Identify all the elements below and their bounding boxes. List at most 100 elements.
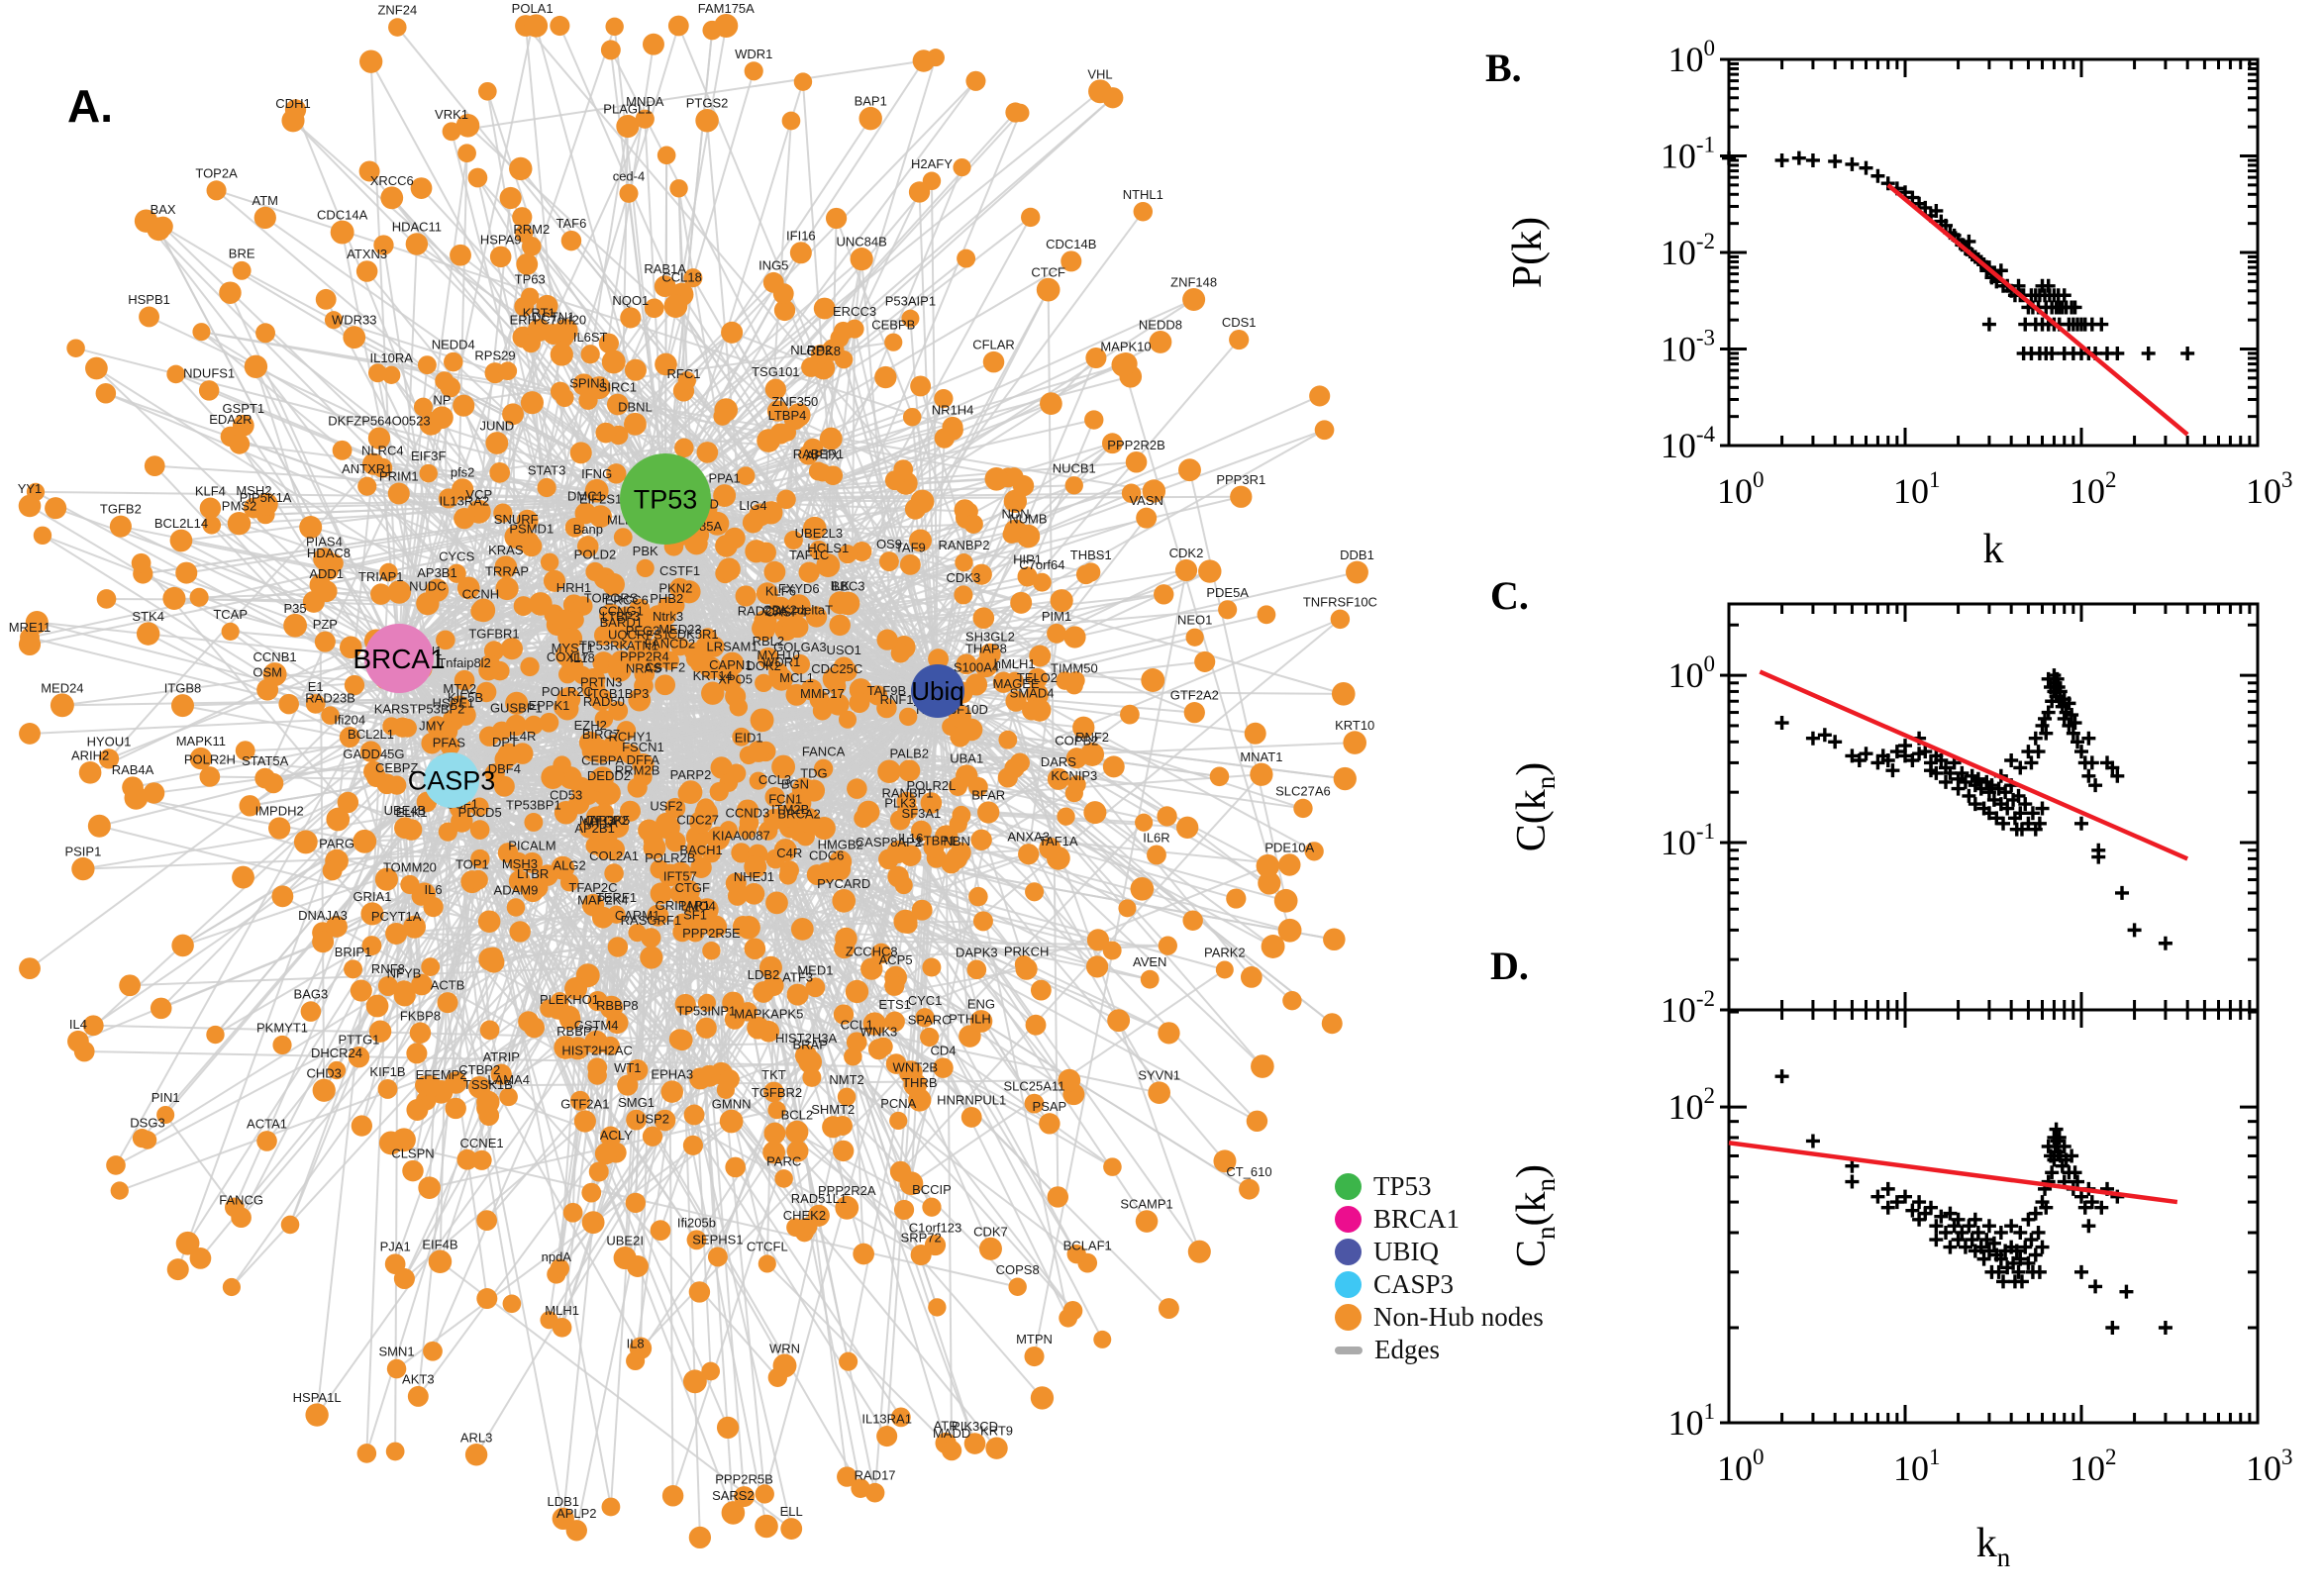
- scatter-point: [2158, 936, 2172, 950]
- gene-label: IL4R: [509, 729, 536, 744]
- gene-label: BRE: [229, 246, 255, 260]
- gene-label: GTF2A2: [1170, 688, 1219, 703]
- edge: [581, 674, 1074, 1312]
- gene-label: MAGEE: [993, 676, 1040, 691]
- gene-node: [901, 309, 920, 328]
- x-tick-label: 102: [2070, 467, 2117, 511]
- y-tick-label: 10-1: [1661, 819, 1715, 862]
- gene-label: PJA1: [380, 1240, 411, 1254]
- gene-node: [1102, 87, 1124, 109]
- edge: [319, 468, 904, 586]
- gene-label: TKT: [761, 1067, 786, 1082]
- gene-node: [1314, 420, 1335, 441]
- axis-ticks-B: [1720, 57, 2260, 448]
- gene-node: [109, 515, 132, 538]
- gene-node: [377, 1078, 398, 1099]
- gene-node: [367, 427, 391, 449]
- gene-node: [454, 669, 475, 691]
- gene-node: [106, 1155, 126, 1175]
- gene-node: [494, 555, 518, 579]
- gene-node: [721, 321, 744, 344]
- scatter-point: [1817, 728, 1832, 743]
- gene-node: [650, 1220, 671, 1242]
- edge: [395, 932, 774, 987]
- gene-label: EIF4B: [422, 1237, 457, 1251]
- gene-label: LTBP4: [768, 408, 807, 423]
- gene-label: JUND: [479, 419, 514, 434]
- gene-label: HRH1: [556, 580, 591, 595]
- gene-node: [619, 183, 639, 203]
- gene-node: [920, 1027, 940, 1047]
- gene-label: NEDD8: [1139, 317, 1182, 332]
- gene-label: KIAA0087: [712, 828, 770, 843]
- gene-node: [1025, 882, 1045, 902]
- plot-panel-C: 100 10-1 10-2 C(kn): [1509, 602, 2260, 1030]
- gene-node: [385, 922, 408, 945]
- gene-node: [601, 1497, 621, 1517]
- edge: [664, 80, 977, 500]
- gene-node: [256, 678, 279, 701]
- scatter-point: [2074, 1264, 2088, 1279]
- gene-label: PPP2R5E: [682, 926, 741, 941]
- gene-label: SLC27A6: [1275, 783, 1331, 798]
- gene-label: CD53: [550, 788, 582, 803]
- gene-node: [305, 1403, 329, 1427]
- gene-node: [884, 1011, 905, 1033]
- gene-node: [464, 1444, 488, 1466]
- edge: [231, 880, 521, 1288]
- edge: [390, 1142, 1018, 1288]
- gene-label: ATM: [252, 193, 278, 208]
- scatter-point: [2081, 1219, 2096, 1234]
- gene-node: [1158, 1298, 1179, 1319]
- gene-label: VRK1: [435, 107, 468, 122]
- scatter-point: [2013, 1225, 2028, 1240]
- gene-label: PPP3R1: [1216, 472, 1265, 487]
- gene-label: S100A4: [954, 659, 999, 674]
- x-tick-label: 103: [2246, 467, 2293, 511]
- gene-label: NP: [433, 393, 451, 408]
- gene-node: [1158, 936, 1177, 955]
- gene-label: NUCB1: [1053, 460, 1096, 475]
- gene-node: [1008, 1277, 1027, 1296]
- gene-node: [1010, 591, 1033, 614]
- gene-label: RNF8: [371, 961, 405, 976]
- gene-label: CDC14A: [317, 208, 368, 223]
- gene-node: [1239, 1178, 1260, 1200]
- gene-label: CD4: [930, 1044, 956, 1058]
- gene-label: TGFBR2: [752, 1085, 802, 1100]
- edge: [395, 1060, 811, 1370]
- gene-node: [166, 364, 185, 384]
- gene-node: [280, 1215, 300, 1235]
- gene-label: PKMYT1: [256, 1020, 308, 1035]
- gene-label: SYVN1: [1138, 1068, 1180, 1083]
- gene-node: [479, 1020, 500, 1041]
- gene-node: [255, 323, 275, 344]
- gene-node: [785, 1120, 809, 1144]
- gene-label: CEBPB: [871, 318, 915, 333]
- gene-label: PPP2R5B: [715, 1472, 773, 1487]
- gene-node: [476, 1098, 497, 1119]
- gene-node: [709, 782, 729, 802]
- gene-node: [716, 1416, 740, 1440]
- gene-node: [321, 706, 340, 725]
- scatter-point: [2004, 753, 2019, 768]
- gene-node: [370, 583, 392, 605]
- gene-label: ETS1: [878, 997, 911, 1012]
- gene-label: hMLH1: [994, 656, 1036, 671]
- gene-node: [910, 375, 932, 397]
- gene-label: GADD45G: [343, 747, 404, 761]
- gene-label: NDN: [1001, 506, 1029, 521]
- gene-node: [419, 463, 438, 483]
- gene-node: [624, 358, 647, 381]
- gene-node: [132, 1129, 152, 1148]
- scatter-point: [1805, 1134, 1820, 1148]
- gene-node: [343, 326, 366, 349]
- gene-node: [1240, 966, 1262, 988]
- gene-label: STAT5A: [242, 753, 289, 768]
- nodes-layer: [18, 14, 1368, 1549]
- gene-label: NRAS: [626, 661, 661, 676]
- gene-node: [1226, 888, 1247, 909]
- gene-node: [780, 1518, 803, 1540]
- legend-item-casp3: CASP3: [1335, 1268, 1544, 1301]
